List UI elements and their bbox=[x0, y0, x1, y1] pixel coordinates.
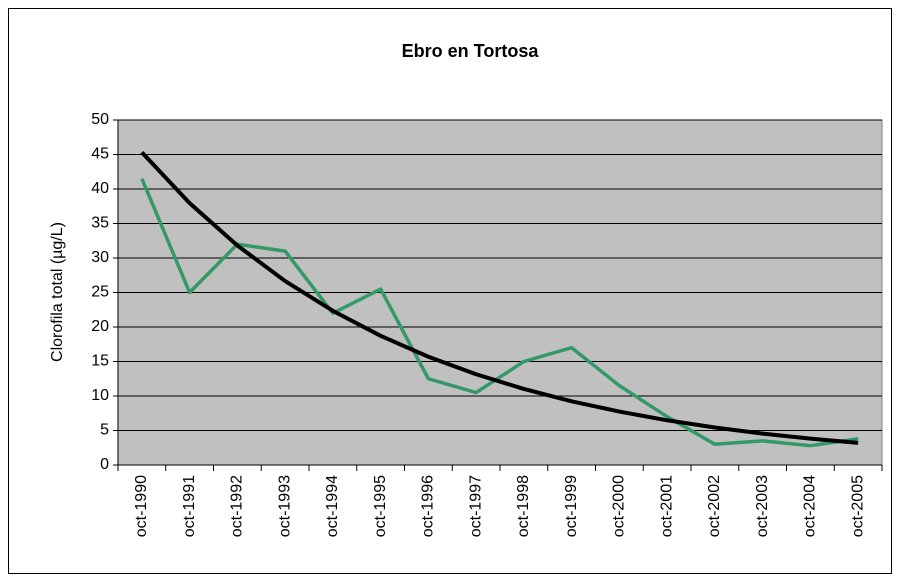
y-tick-label: 15 bbox=[91, 353, 109, 370]
y-tick-label: 5 bbox=[100, 422, 109, 439]
x-tick-label: oct-2004 bbox=[802, 475, 819, 537]
x-tick-label: oct-1995 bbox=[372, 475, 389, 537]
y-tick-label: 35 bbox=[91, 215, 109, 232]
trend-line bbox=[140, 151, 859, 445]
y-axis-label: Clorofila total (µg/L) bbox=[49, 222, 66, 362]
chart-title: Ebro en Tortosa bbox=[402, 41, 540, 61]
x-tick-label: oct-2000 bbox=[611, 475, 628, 537]
x-tick-label: oct-1991 bbox=[181, 475, 198, 537]
y-tick-label: 20 bbox=[91, 318, 109, 335]
x-tick-label: oct-1998 bbox=[515, 475, 532, 537]
y-tick-label: 10 bbox=[91, 387, 109, 404]
x-tick-label: oct-1993 bbox=[276, 475, 293, 537]
x-tick-label: oct-2001 bbox=[658, 475, 675, 537]
y-tick-label: 30 bbox=[91, 249, 109, 266]
y-tick-label: 0 bbox=[100, 456, 109, 473]
y-tick-label: 45 bbox=[91, 146, 109, 163]
y-tick-label: 50 bbox=[91, 111, 109, 128]
x-tick-label: oct-1996 bbox=[420, 475, 437, 537]
x-tick-label: oct-1994 bbox=[324, 475, 341, 537]
x-tick-label: oct-2002 bbox=[706, 475, 723, 537]
data-line bbox=[140, 177, 859, 448]
x-tick-label: oct-1999 bbox=[563, 475, 580, 537]
y-tick-label: 40 bbox=[91, 180, 109, 197]
x-tick-label: oct-1992 bbox=[229, 475, 246, 537]
x-tick-label: oct-1990 bbox=[133, 475, 150, 537]
x-tick-label: oct-1997 bbox=[467, 475, 484, 537]
x-tick-label: oct-2005 bbox=[849, 475, 866, 537]
x-tick-label: oct-2003 bbox=[754, 475, 771, 537]
y-tick-label: 25 bbox=[91, 284, 109, 301]
